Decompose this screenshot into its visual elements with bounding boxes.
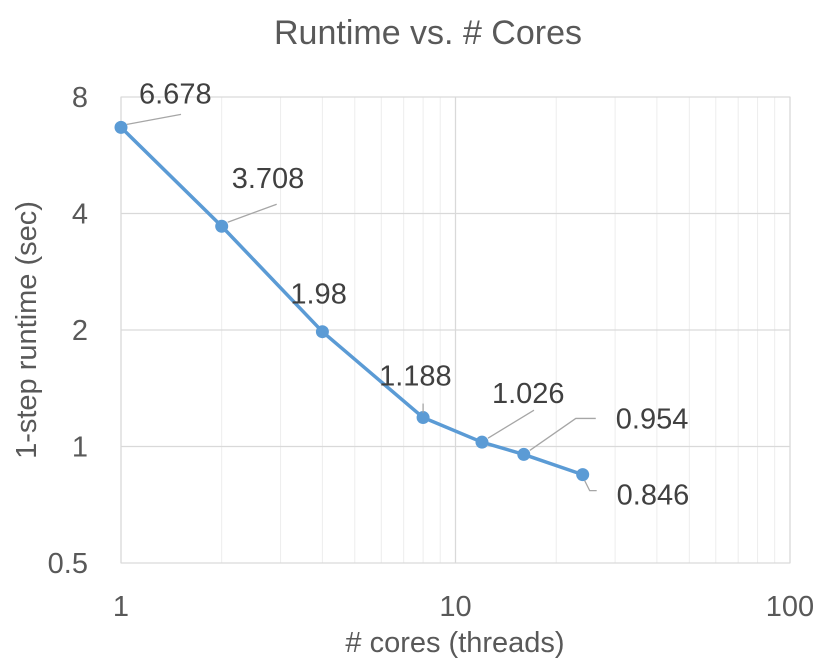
data-label: 6.678 [139, 78, 212, 110]
y-tick-label: 0.5 [48, 548, 88, 580]
y-tick-label: 8 [72, 82, 88, 114]
label-leader-line [529, 417, 596, 451]
label-leader-line [227, 203, 277, 223]
data-label: 1.98 [290, 279, 346, 311]
x-axis-title: # cores (threads) [345, 627, 564, 659]
data-point [416, 411, 430, 425]
data-point [315, 325, 329, 339]
label-leader-line [487, 409, 535, 439]
data-label: 3.708 [232, 163, 305, 195]
label-leader-line [126, 113, 182, 125]
data-label: 0.954 [616, 403, 689, 435]
chart-title: Runtime vs. # Cores [274, 14, 582, 52]
data-labels: 6.678 3.708 1.98 1.188 1.026 0.954 0.846 [126, 78, 690, 512]
plot-area [120, 96, 791, 564]
data-label: 0.846 [617, 480, 690, 512]
series [114, 120, 590, 482]
y-axis-title: 1-step runtime (sec) [11, 201, 43, 459]
data-point [475, 435, 489, 449]
y-tick-label: 1 [72, 432, 88, 464]
data-point [517, 447, 531, 461]
data-point [215, 219, 229, 233]
data-label: 1.026 [492, 378, 565, 410]
y-tick-label: 2 [72, 315, 88, 347]
data-point [576, 468, 590, 482]
tick-labels: 1 10 100 0.5 1 2 4 8 [48, 82, 815, 623]
label-leader-line [584, 480, 597, 492]
y-tick-label: 4 [72, 199, 88, 231]
x-tick-label: 1 [113, 591, 129, 623]
x-tick-label: 100 [766, 591, 814, 623]
data-label: 1.188 [379, 361, 452, 393]
x-tick-label: 10 [439, 591, 471, 623]
data-point [114, 120, 128, 134]
grid [120, 96, 791, 564]
